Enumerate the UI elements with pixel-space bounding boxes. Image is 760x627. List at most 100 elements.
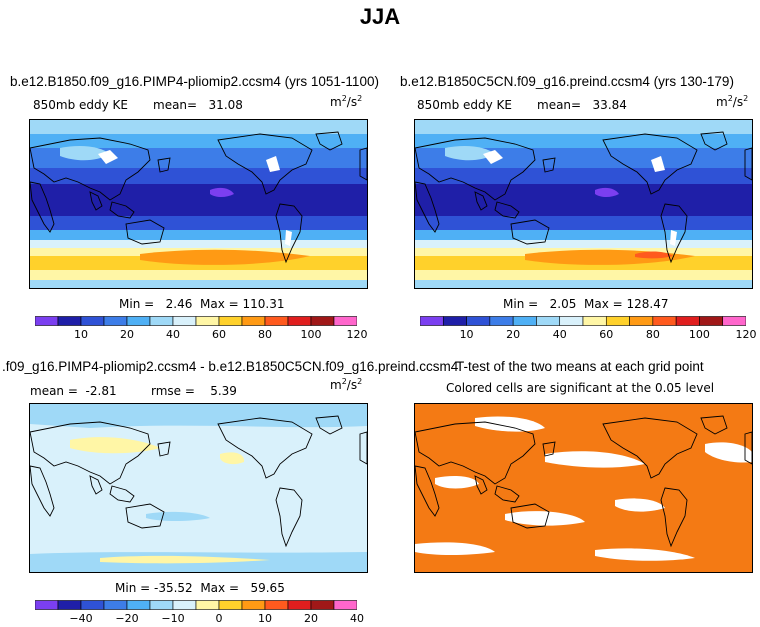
colorbar-cell-0 [35, 600, 59, 610]
colorbar-cell-11 [287, 316, 312, 326]
field-band-10 [415, 270, 752, 280]
panel1-title: b.e12.B1850.f09_g16.PIMP4-pliomip2.ccsm4… [10, 74, 379, 89]
not-significant-1 [545, 451, 645, 468]
colorbar-cell-1 [57, 600, 82, 610]
colorbar-cell-8 [218, 600, 243, 610]
field-band-3 [30, 168, 367, 184]
not-significant-6 [595, 548, 695, 561]
coastline-2 [89, 475, 103, 495]
colorbar-tick-label: 40 [552, 328, 567, 341]
panel3-colorbar: −40 −20 −10 0 10 20 40 [35, 600, 364, 627]
colorbar-cell-11 [287, 600, 312, 610]
colorbar-cell-9 [629, 316, 654, 326]
not-significant-4 [615, 498, 665, 512]
coastline-5 [157, 441, 171, 457]
colorbar-cell-0 [420, 316, 444, 326]
colorbar-tick-label: 10 [459, 328, 474, 341]
colorbar-cell-13 [333, 600, 357, 610]
rockies-mask [266, 156, 280, 172]
coastline-9 [744, 147, 752, 181]
coastline-0 [30, 137, 151, 201]
colorbar-cell-11 [675, 316, 700, 326]
tibet-mask [98, 150, 118, 164]
field-band-0 [415, 404, 752, 572]
colorbar-tick-label: 40 [350, 612, 364, 625]
asia-low-ke [60, 146, 110, 161]
coastline-3 [494, 485, 520, 503]
panel3-mean: mean = -2.81 [30, 384, 117, 398]
field-band-0 [415, 120, 752, 134]
colorbar-cell-6 [172, 316, 197, 326]
colorbar-cell-6 [172, 600, 197, 610]
coastlines [30, 131, 367, 264]
colorbar-cell-4 [126, 600, 151, 610]
field-band-0 [30, 120, 367, 134]
panel2-mean: mean= 33.84 [537, 98, 627, 112]
panel2-title: b.e12.B1850C5CN.f09_g16.preind.ccsm4 (yr… [400, 74, 734, 89]
panel1-colorbar: 10 20 40 60 80 100 120 [35, 316, 368, 346]
coastline-2 [474, 475, 488, 495]
panel1-map [29, 119, 368, 289]
colorbar-tick-label: 10 [258, 612, 272, 625]
colorbar-cell-5 [536, 316, 561, 326]
coastline-7 [275, 203, 303, 264]
coastline-4 [510, 503, 550, 529]
colorbar-cell-10 [652, 316, 677, 326]
colorbar-tick-label: −10 [161, 612, 185, 625]
colorbar-tick-label: 80 [258, 328, 272, 341]
coastline-8 [700, 131, 728, 151]
coastline-2 [474, 191, 488, 211]
storm-track-core [635, 251, 673, 259]
coastline-8 [315, 131, 343, 151]
field-band-10 [30, 270, 367, 280]
field-band-1 [30, 134, 367, 148]
colorbar-cell-2 [80, 316, 105, 326]
colorbar-tick-label: 20 [120, 328, 134, 341]
coastline-8 [315, 415, 343, 435]
field-band-5 [30, 216, 367, 230]
colorbar-cell-7 [195, 600, 220, 610]
coastline-7 [660, 203, 688, 264]
panel1-mean-value: 31.08 [208, 98, 243, 112]
not-significant-5 [415, 542, 495, 555]
colorbar-tick-label: −20 [115, 612, 139, 625]
coastlines [415, 131, 752, 264]
coastline-0 [30, 421, 151, 485]
panel1-map-plot [30, 120, 367, 288]
panel4-map-plot [415, 404, 752, 572]
panel3-map [29, 403, 368, 573]
coastline-1 [415, 181, 440, 233]
panel1-variable-label: 850mb eddy KE [33, 98, 129, 112]
colorbar-tick-label: 0 [215, 612, 223, 625]
panel1-mean: mean= 31.08 [153, 98, 243, 112]
field-band-4 [30, 184, 367, 216]
colorbar-cell-5 [149, 600, 174, 610]
panel3-map-plot [30, 404, 367, 572]
coastline-6 [217, 133, 313, 195]
field-band-6 [30, 230, 367, 240]
andes-mask [285, 230, 292, 246]
colorbar-tick-label: 10 [74, 328, 88, 341]
coastlines [415, 415, 752, 548]
asia-low-ke [445, 146, 495, 161]
coastline-7 [660, 487, 688, 548]
field-band-1 [415, 134, 752, 148]
colorbar-cell-0 [35, 316, 59, 326]
colorbar-cell-4 [512, 316, 537, 326]
panel2-mean-label: mean= [537, 98, 582, 112]
coastline-3 [494, 201, 520, 219]
colorbar-cell-5 [149, 316, 174, 326]
coastline-6 [217, 417, 313, 479]
diff-pacific [220, 452, 245, 465]
field-band-4 [415, 184, 752, 216]
colorbar-tick-label: 60 [212, 328, 226, 341]
panel1-unit: m2/s2 [330, 94, 363, 109]
panel3-minmax: Min = -35.52 Max = 59.65 [115, 581, 285, 595]
tibet-mask [483, 150, 503, 164]
diff-north [30, 404, 367, 428]
coastline-4 [125, 219, 165, 245]
rockies-mask [651, 156, 665, 172]
field-band-2 [415, 148, 752, 168]
coastline-5 [542, 441, 556, 457]
figure-title: JJA [359, 4, 401, 29]
